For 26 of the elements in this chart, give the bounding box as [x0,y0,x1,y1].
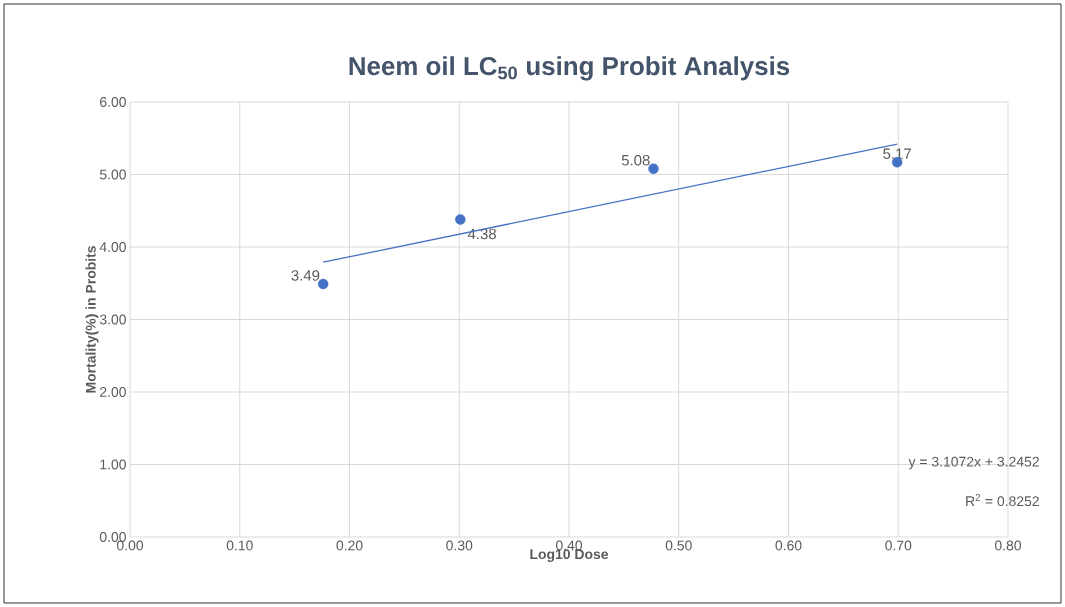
x-tick-label: 0.60 [775,540,802,551]
x-tick-label: 0.40 [555,540,583,551]
y-tick-label: 0.00 [99,532,126,542]
point [648,163,659,174]
data-label: 4.38 [467,228,496,240]
point [455,214,466,225]
y-axis-title: Mortality(%) in Probits [85,246,99,393]
x-axis-title: Log10 Dose [530,549,609,562]
x-tick-label: 0.10 [226,540,253,551]
annotation: y = 3.1072x + 3.2452 [908,456,1039,470]
x-tick-label: 0.80 [994,540,1022,551]
x-tick-label: 0.50 [665,540,692,551]
y-tick-label: 5.00 [99,169,126,180]
x-tick-label: 0.00 [116,540,144,551]
annotation: R$^{2}$ = 0.8252 [966,493,1039,507]
x-tick-label: 0.70 [885,540,912,551]
y-tick-label: 4.00 [99,242,126,252]
data-label: 5.08 [621,154,650,166]
x-tick-label: 0.20 [336,540,363,551]
y-tick-label: 2.00 [100,387,126,397]
y-tick-label: 3.00 [99,314,126,325]
y-tick-label: 1.00 [100,459,126,470]
data-label: 3.49 [291,270,320,281]
chart-title: Neem oil LC$_{50}$ using Probit Analysis [349,56,790,81]
y-tick-label: 6.00 [100,97,126,107]
x-tick-label: 0.30 [446,540,473,551]
